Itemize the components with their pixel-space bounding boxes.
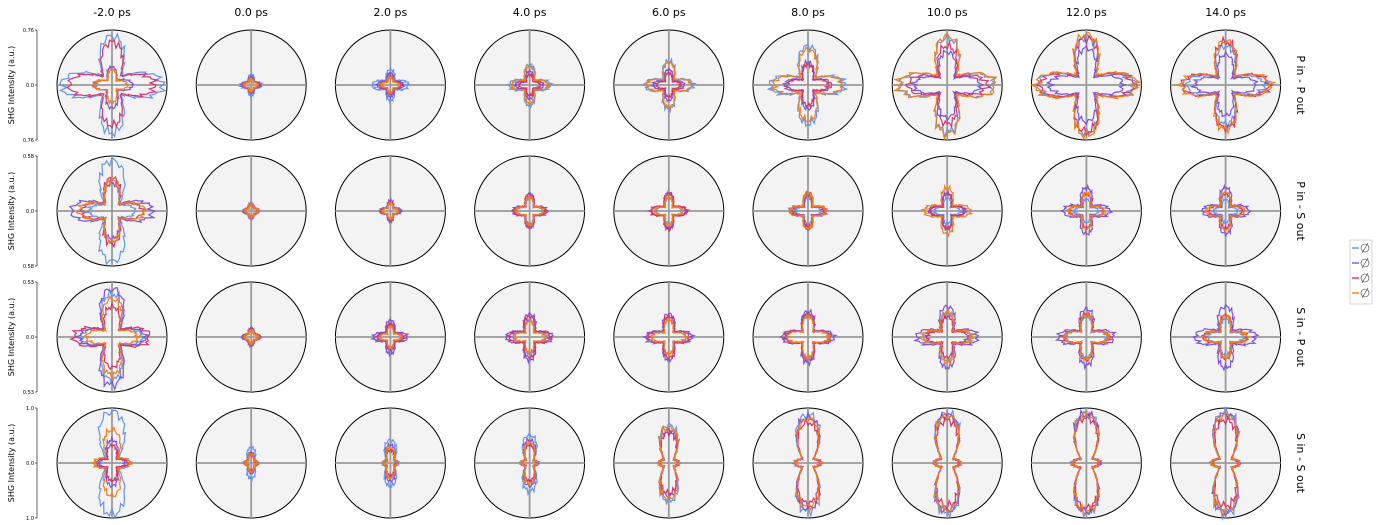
polar-series-line xyxy=(904,39,992,129)
radial-tick-label: 0.0 xyxy=(26,335,34,341)
polar-series-line xyxy=(518,440,539,487)
polarizer-icon-2 xyxy=(1360,258,1370,268)
polar-series-line xyxy=(1201,183,1252,238)
y-axis-label: SHG Intensity (a.u.) xyxy=(7,424,16,503)
polar-series-line xyxy=(91,67,129,105)
row-label: P in - P out xyxy=(1294,55,1307,115)
column-title: 0.0 ps xyxy=(234,6,268,19)
polar-series-line xyxy=(380,444,399,480)
polar-series-line xyxy=(654,70,684,100)
polar-series-line xyxy=(379,75,401,96)
radial-tick-label: 1.0 xyxy=(26,516,34,522)
polar-series-line xyxy=(787,190,829,231)
polar-series-line xyxy=(1030,32,1142,141)
column-title: -2.0 ps xyxy=(93,6,131,19)
column-title: 12.0 ps xyxy=(1066,6,1107,19)
polar-series-line xyxy=(512,318,548,356)
polar-series-line xyxy=(918,308,977,366)
polar-series-line xyxy=(1203,313,1250,361)
y-axis-label: SHG Intensity (a.u.) xyxy=(7,172,16,251)
polar-series-line xyxy=(768,45,844,124)
polar-series-line xyxy=(649,317,690,358)
polar-series-line xyxy=(89,425,134,498)
legend-box xyxy=(1349,239,1373,305)
polar-series-line xyxy=(1062,310,1112,363)
radial-tick-label: 0.58 xyxy=(23,264,34,270)
radial-tick-label: 0.58 xyxy=(23,154,34,160)
polar-series-line xyxy=(243,201,260,220)
polar-series-line xyxy=(932,412,962,514)
polar-series-line xyxy=(83,294,143,382)
polar-series-line xyxy=(513,193,546,227)
polar-series-line xyxy=(1189,50,1259,118)
polar-series-line xyxy=(507,64,551,106)
polarizer-icon-1 xyxy=(1361,242,1369,254)
polar-series-line xyxy=(504,311,555,365)
y-axis-label: SHG Intensity (a.u.) xyxy=(7,298,16,377)
polar-series-line xyxy=(920,183,974,238)
polar-series-line xyxy=(1069,410,1102,516)
polarizer-icon-3 xyxy=(1360,273,1370,283)
polar-series-line xyxy=(913,304,980,370)
polar-series-line xyxy=(1209,411,1241,518)
polar-series-line xyxy=(793,416,824,512)
column-title: 8.0 ps xyxy=(791,6,825,19)
row-label: S in - P out xyxy=(1294,307,1307,367)
polar-series-line xyxy=(908,49,985,122)
polar-series-line xyxy=(786,313,832,362)
polar-series-line xyxy=(893,32,998,141)
radial-tick-label: 0.76 xyxy=(23,138,34,144)
polar-series-line xyxy=(651,193,685,227)
polar-series-line xyxy=(930,195,963,226)
radial-tick-label: 1.0 xyxy=(26,406,34,412)
polar-series-line xyxy=(656,424,682,502)
polar-series-line xyxy=(94,442,131,486)
column-title: 14.0 ps xyxy=(1205,6,1246,19)
polar-series-line xyxy=(1054,305,1117,371)
polar-series-line xyxy=(1210,196,1240,225)
radial-tick-label: 0.0 xyxy=(26,83,34,89)
column-title: 10.0 ps xyxy=(927,6,968,19)
column-title: 6.0 ps xyxy=(652,6,686,19)
polar-series-line xyxy=(242,452,259,475)
polar-series-line xyxy=(1203,187,1246,232)
row-label: S in - S out xyxy=(1294,433,1307,494)
column-title: 2.0 ps xyxy=(374,6,408,19)
polar-series-line xyxy=(1174,39,1277,135)
polar-series-line xyxy=(642,61,694,111)
polar-series-line xyxy=(242,328,261,346)
polar-series-line xyxy=(1060,183,1114,236)
polar-series-line xyxy=(75,176,148,244)
polar-series-line xyxy=(69,300,151,371)
polar-series-line xyxy=(84,156,137,266)
polar-series-line xyxy=(646,191,691,233)
polarizer-icon-4 xyxy=(1360,288,1370,298)
radial-tick-label: 0.53 xyxy=(23,280,34,286)
polar-series-line xyxy=(1192,303,1260,372)
polar-series-line xyxy=(641,312,697,364)
polarizer-icon-4 xyxy=(1361,287,1369,299)
radial-tick-label: 0.0 xyxy=(26,461,34,467)
row-label: P in - S out xyxy=(1294,181,1307,241)
polar-series-line xyxy=(241,77,260,94)
polarizer-icon-3 xyxy=(1361,272,1369,284)
polar-series-line xyxy=(1064,191,1108,231)
polar-series-line xyxy=(58,32,167,139)
polar-series-line xyxy=(926,192,967,232)
polar-series-line xyxy=(379,200,400,221)
polar-series-line xyxy=(65,39,160,130)
polarizer-icon-2 xyxy=(1361,257,1369,269)
radial-tick-label: 0.0 xyxy=(26,209,34,215)
polar-series-line xyxy=(1045,44,1128,126)
column-title: 4.0 ps xyxy=(513,6,547,19)
polarizer-icon-1 xyxy=(1360,243,1370,253)
polar-series-line xyxy=(785,61,833,109)
polar-series-line xyxy=(377,323,405,351)
y-axis-label: SHG Intensity (a.u.) xyxy=(7,46,16,125)
radial-tick-label: 0.53 xyxy=(23,390,34,396)
radial-tick-label: 0.76 xyxy=(23,28,34,34)
polar-series-line xyxy=(371,66,411,105)
